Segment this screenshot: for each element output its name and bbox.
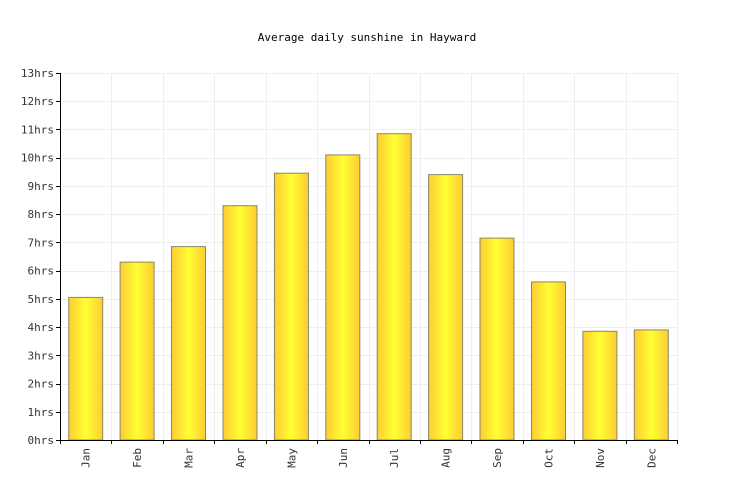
bar-mar (171, 246, 206, 441)
x-tick-label: Dec (645, 448, 658, 468)
y-tick-label: 10hrs (21, 152, 54, 165)
y-tick-label: 3hrs (28, 349, 55, 362)
y-tick-label: 6hrs (28, 265, 55, 278)
x-tick-label: Mar (183, 448, 196, 468)
y-tick-label: 1hrs (28, 406, 55, 419)
y-tick-label: 2hrs (28, 378, 55, 391)
y-tick-label: 0hrs (28, 434, 55, 447)
bar-jan (68, 296, 104, 441)
x-tick-label: Jun (337, 448, 350, 468)
y-tick-label: 9hrs (28, 180, 55, 193)
x-tick-label: Apr (234, 448, 247, 468)
y-tick-label: 13hrs (21, 67, 54, 80)
y-tick-label: 8hrs (28, 208, 55, 221)
grid-lines (60, 73, 678, 440)
x-tick-label: Aug (440, 448, 453, 468)
x-tick-label: May (285, 448, 298, 468)
x-tick-label: Jul (388, 448, 401, 468)
y-tick-label: 12hrs (21, 95, 54, 108)
y-tick-label: 4hrs (28, 321, 55, 334)
bar-aug (428, 174, 464, 441)
y-tick-label: 11hrs (21, 123, 54, 136)
axes (56, 73, 678, 444)
bar-jul (376, 133, 412, 441)
y-tick-label: 7hrs (28, 236, 55, 249)
x-tick-label: Jan (80, 448, 93, 468)
x-tick-label: Oct (542, 448, 555, 468)
bar-oct (531, 281, 566, 441)
x-tick-labels: Jan Feb Mar Apr May Jun Jul Aug Sep Oct Nov Dec (80, 448, 659, 468)
x-tick-label: Sep (491, 448, 504, 468)
bars (68, 133, 669, 441)
bar-sep (479, 237, 515, 441)
bar-dec (633, 329, 669, 441)
bar-apr (222, 205, 258, 441)
bar-may (273, 172, 309, 441)
y-tick-labels: 0hrs 1hrs 2hrs 3hrs 4hrs 5hrs 6hrs 7hrs 8hrs 9hrs… (21, 67, 54, 447)
bar-feb (119, 261, 155, 441)
chart-title: Average daily sunshine in Hayward (258, 31, 477, 44)
bar-nov (582, 330, 618, 441)
y-tick-label: 5hrs (28, 293, 55, 306)
x-tick-label: Nov (594, 448, 607, 468)
bar-jun (325, 154, 361, 441)
x-tick-label: Feb (131, 448, 144, 468)
